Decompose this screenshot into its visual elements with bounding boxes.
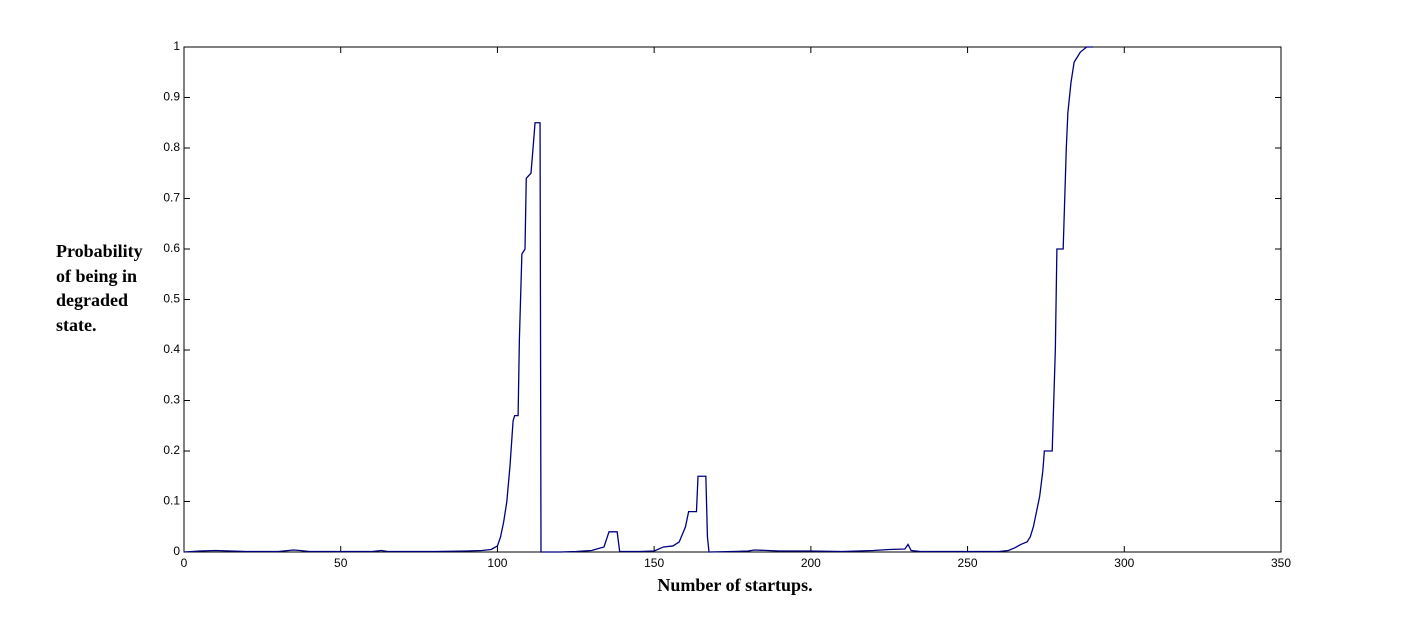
x-tick-label: 250 bbox=[958, 556, 978, 570]
y-tick-label: 0.4 bbox=[163, 342, 180, 356]
y-tick-label: 0.3 bbox=[163, 393, 180, 407]
y-tick-label: 0 bbox=[173, 544, 180, 558]
y-tick-label: 0.8 bbox=[163, 140, 180, 154]
y-axis-label: Probability of being in degraded state. bbox=[56, 241, 143, 335]
x-tick-label: 100 bbox=[487, 556, 507, 570]
y-tick-label: 0.7 bbox=[163, 191, 180, 205]
x-tick-label: 50 bbox=[334, 556, 348, 570]
plot-frame bbox=[183, 46, 1282, 553]
x-tick-label: 200 bbox=[801, 556, 821, 570]
x-tick-label: 150 bbox=[644, 556, 664, 570]
x-tick-label: 300 bbox=[1114, 556, 1134, 570]
x-tick-label: 0 bbox=[181, 556, 188, 570]
y-tick-label: 0.5 bbox=[163, 292, 180, 306]
y-tick-label: 0.2 bbox=[163, 443, 180, 457]
y-tick-label: 0.6 bbox=[163, 241, 180, 255]
x-tick-label: 350 bbox=[1271, 556, 1291, 570]
x-axis-label: Number of startups. bbox=[657, 575, 812, 595]
y-tick-label: 0.9 bbox=[163, 90, 180, 104]
y-tick-label: 0.1 bbox=[163, 494, 180, 508]
data-line bbox=[183, 46, 1093, 553]
y-tick-label: 1 bbox=[173, 39, 180, 53]
